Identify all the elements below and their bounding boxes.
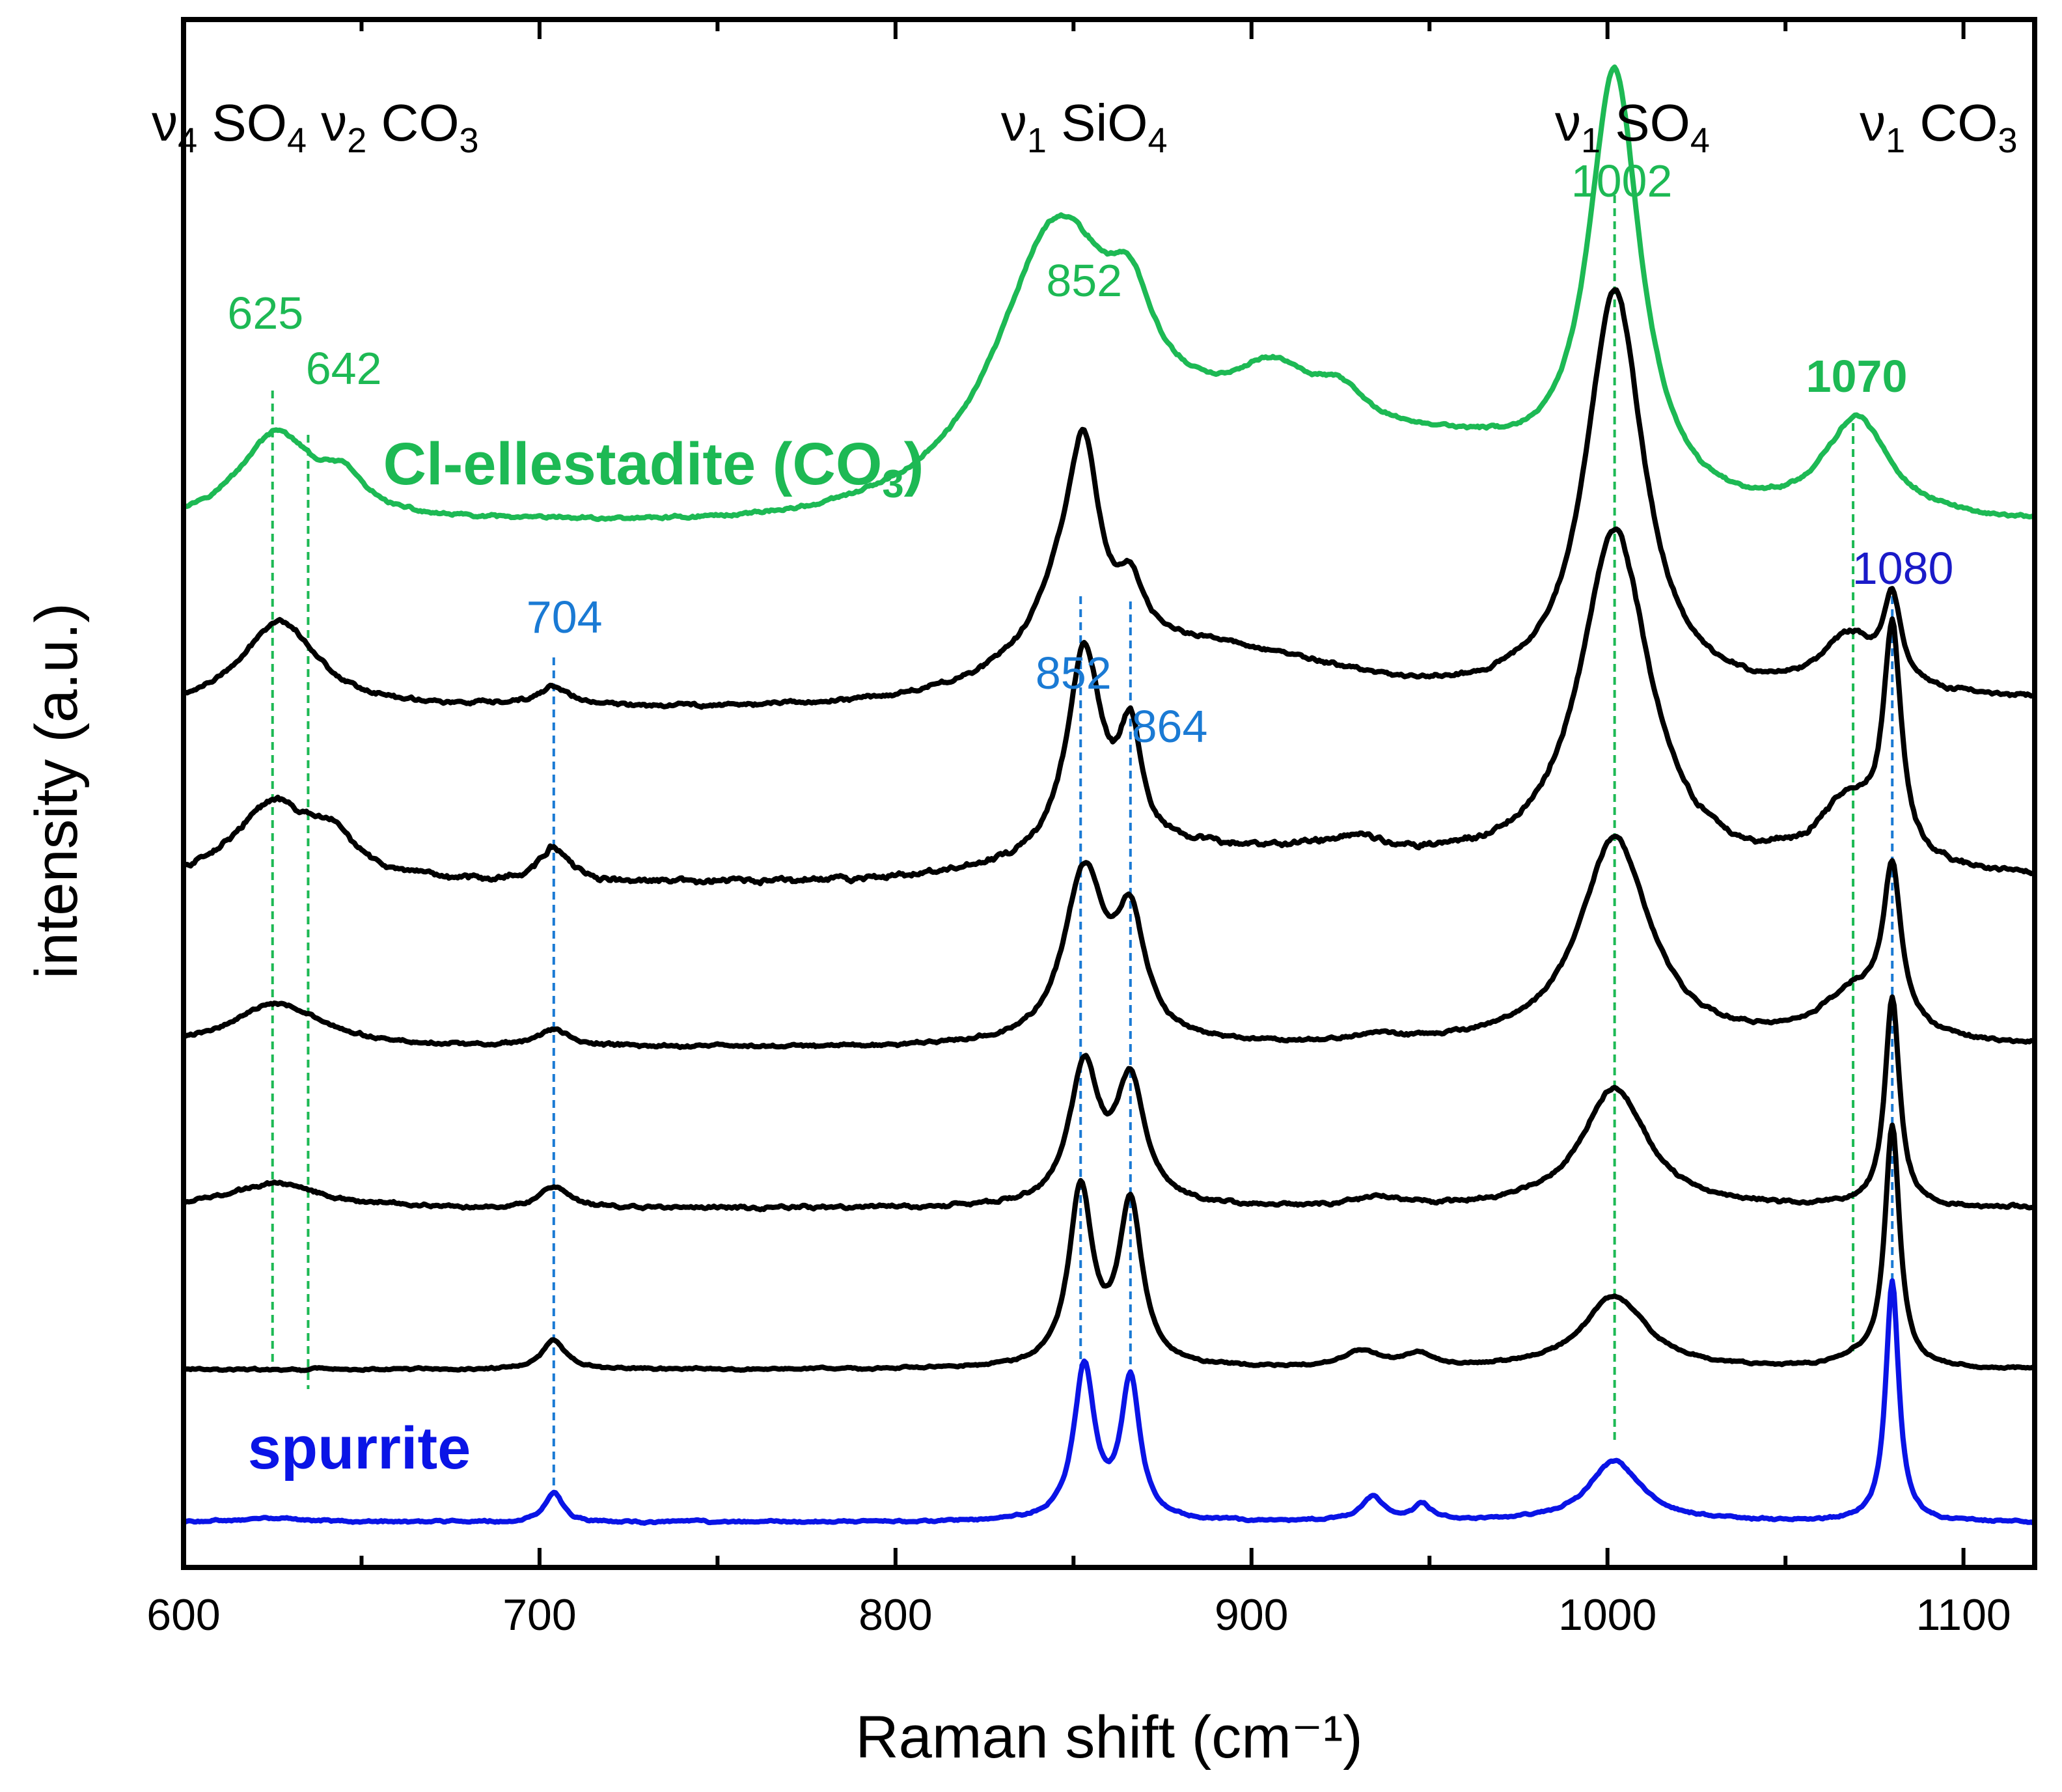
band-label: ν1 CO3	[1860, 94, 2017, 160]
peak-label: 864	[1132, 701, 1208, 752]
x-tick-label: 1100	[1916, 1590, 2011, 1640]
band-label: ν1 SiO4	[1001, 94, 1168, 160]
y-axis-title: intensity (a.u.)	[23, 603, 90, 979]
band-label: ν4 SO4 ν2 CO3	[152, 94, 478, 160]
peak-label: 704	[527, 592, 603, 642]
peak-label: 625	[227, 288, 303, 338]
x-tick-label: 600	[146, 1590, 220, 1640]
band-label: ν1 SO4	[1555, 94, 1710, 160]
peak-label: 1070	[1806, 351, 1908, 402]
x-tick-label: 900	[1215, 1590, 1288, 1640]
series-line-spurrite	[181, 1278, 2037, 1526]
series-label-ellestadite: Cl-ellestadite (CO3)	[383, 431, 924, 506]
series-line-intermediate-1	[181, 287, 2037, 710]
plot-frame	[181, 17, 2037, 1570]
peak-label: 1080	[1852, 543, 1954, 594]
peak-label: 852	[1046, 255, 1122, 306]
x-tick-label: 1000	[1558, 1590, 1656, 1640]
peak-label: 852	[1036, 648, 1112, 698]
series-line-intermediate-2	[181, 526, 2037, 887]
x-tick-label: 800	[859, 1590, 932, 1640]
series-line-intermediate-4	[181, 994, 2037, 1213]
series-line-intermediate-5	[181, 1122, 2037, 1373]
x-axis-title: Raman shift (cm⁻¹)	[855, 1704, 1363, 1771]
x-axis: 600 700 800 900 1000 1100	[146, 20, 2011, 1640]
series-label-spurrite: spurrite	[248, 1415, 471, 1482]
x-tick-label: 700	[502, 1590, 576, 1640]
peak-label: 1002	[1571, 156, 1673, 206]
series-line-cl-ellestadite-co3	[181, 64, 2037, 522]
reference-lines	[271, 195, 1894, 1491]
series-line-intermediate-3	[181, 833, 2037, 1051]
peak-label: 642	[306, 343, 382, 394]
spectra-series	[181, 64, 2037, 1526]
